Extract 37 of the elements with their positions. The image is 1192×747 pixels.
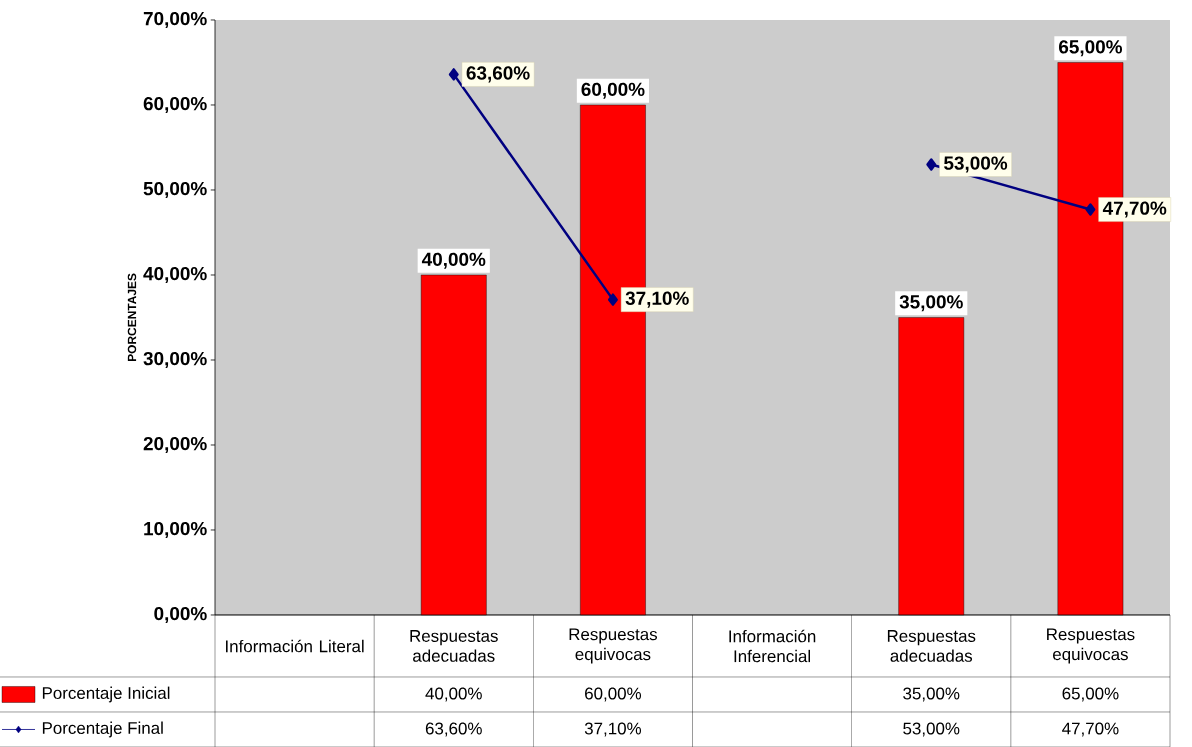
x-tick-label: Respuestas equivocas: [569, 628, 658, 664]
text: 53,00%: [944, 156, 1008, 173]
y-tick-label: 0,00%: [154, 606, 207, 624]
x-tick-label: Información Inferencial: [729, 629, 816, 663]
data-label: 53,00%: [903, 722, 960, 737]
point: [1085, 203, 1096, 216]
legend-label: Porcentaje Final: [42, 721, 163, 738]
data-label: 40,00%: [425, 687, 482, 702]
legend-label: Porcentaje Inicial: [42, 686, 170, 703]
point: [448, 68, 459, 81]
y-tick-label: 50,00%: [143, 181, 207, 199]
y-tick-label: 10,00%: [144, 521, 207, 539]
text: 40,00%: [421, 252, 486, 269]
text: 63,60%: [466, 66, 530, 83]
text: 37,10%: [625, 291, 689, 308]
text: 65,00%: [1059, 40, 1123, 57]
y-tick-label: 20,00%: [143, 436, 207, 454]
text: 60,00%: [581, 82, 645, 99]
y-axis-title: PORCENTAJES: [127, 273, 137, 362]
data-label: 37,10%: [584, 722, 642, 737]
data-label: 65,00%: [1062, 687, 1119, 702]
text: 35,00%: [899, 295, 963, 312]
text: 47,70%: [1102, 201, 1167, 218]
y-tick-label: 40,00%: [143, 266, 207, 284]
data-label: 63,60%: [425, 722, 482, 737]
data-label: 47,70%: [1062, 722, 1119, 737]
x-tick-label: Información Literal: [226, 639, 364, 653]
point: [926, 158, 937, 171]
point: [607, 293, 618, 306]
y-tick-label: 60,00%: [143, 96, 207, 114]
x-tick-label: Respuestas adecuadas: [410, 630, 498, 662]
y-tick-label: 70,00%: [143, 11, 207, 29]
data-label: 60,00%: [585, 687, 642, 702]
y-tick-label: 30,00%: [143, 351, 207, 369]
data-label: 35,00%: [903, 687, 960, 702]
x-tick-label: Respuestas adecuadas: [887, 630, 976, 662]
x-tick-label: Respuestas equivocas: [1047, 628, 1135, 664]
